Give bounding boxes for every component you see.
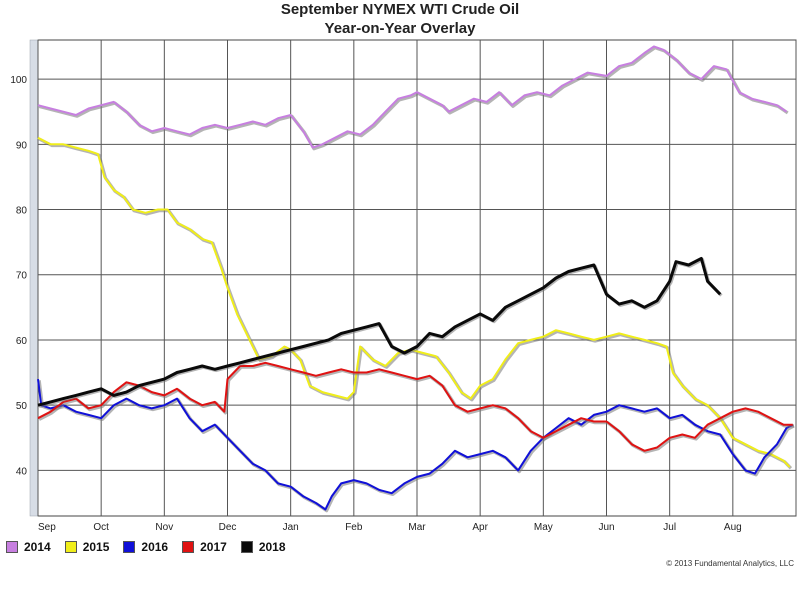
y-tick-label: 40 — [16, 466, 28, 477]
legend-label-2017: 2017 — [200, 540, 227, 554]
series-line-2016 — [37, 378, 794, 511]
series-line-2015 — [37, 136, 791, 468]
chart-subtitle: Year-on-Year Overlay — [324, 20, 476, 37]
series-line-2018 — [37, 256, 722, 407]
x-tick-label: Dec — [219, 522, 237, 533]
legend-label-2014: 2014 — [24, 540, 51, 554]
legend-item-2014: 2014 — [6, 540, 51, 554]
y-tick-label: 60 — [16, 336, 28, 347]
legend-label-2015: 2015 — [82, 540, 110, 554]
legend-item-2017: 2017 — [182, 540, 227, 554]
x-tick-label: Mar — [408, 522, 426, 533]
series-line-2017 — [37, 361, 793, 452]
y-tick-label: 100 — [10, 75, 27, 86]
x-tick-label: Oct — [93, 522, 109, 533]
x-tick-label: Jul — [663, 522, 676, 533]
legend-item-2016: 2016 — [123, 540, 168, 554]
x-tick-label: Feb — [345, 522, 363, 533]
legend-label-2016: 2016 — [141, 540, 169, 554]
chart-title-block: September NYMEX WTI Crude Oil Year-on-Ye… — [0, 0, 800, 38]
legend-item-2018: 2018 — [240, 540, 286, 554]
x-tick-label: Apr — [472, 522, 488, 533]
x-tick-label: Aug — [724, 522, 742, 533]
x-tick-label: Jan — [283, 522, 299, 533]
legend-swatch-2017 — [182, 541, 195, 553]
x-tick-label: Sep — [38, 522, 56, 533]
legend-swatch-2015 — [64, 541, 77, 553]
legend-label-2018: 2018 — [258, 540, 286, 554]
chart-legend: 2014 2015 2016 2017 2018 — [6, 540, 286, 554]
legend-item-2015: 2015 — [64, 540, 110, 554]
x-tick-label: May — [534, 522, 553, 533]
legend-swatch-2014 — [6, 541, 18, 553]
y-tick-label: 50 — [16, 401, 28, 412]
x-tick-label: Nov — [155, 522, 173, 533]
legend-swatch-2018 — [240, 541, 253, 553]
copyright-notice: © 2013 Fundamental Analytics, LLC — [666, 559, 794, 568]
chart-title: September NYMEX WTI Crude Oil — [280, 1, 520, 18]
y-axis-band — [29, 39, 39, 517]
y-tick-label: 70 — [16, 271, 28, 282]
x-tick-label: Jun — [598, 522, 614, 533]
y-tick-label: 80 — [16, 206, 28, 217]
series-shadow-2016 — [37, 380, 795, 513]
legend-swatch-2016 — [123, 541, 136, 553]
y-tick-label: 90 — [16, 140, 28, 151]
series-line-2014 — [37, 45, 788, 149]
